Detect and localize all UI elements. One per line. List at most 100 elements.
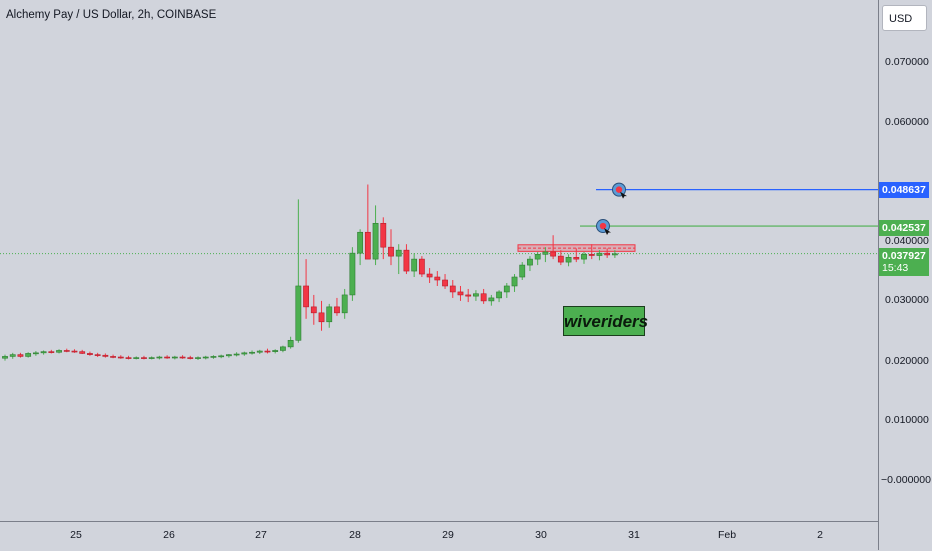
candle-body	[611, 253, 618, 256]
chart-title: Alchemy Pay / US Dollar, 2h, COINBASE	[6, 9, 217, 21]
candle-body	[418, 258, 425, 275]
current-price-value: 0.037927	[882, 250, 926, 262]
candle-body	[148, 357, 155, 359]
candle-body	[449, 285, 456, 293]
candle-body	[256, 350, 263, 353]
candle-body	[48, 351, 55, 353]
candle-body	[125, 357, 132, 359]
candle-body	[488, 297, 495, 302]
candle-body	[573, 257, 580, 260]
candle-body	[395, 249, 402, 257]
candle-body	[225, 354, 232, 357]
price-tick: 0.020000	[885, 355, 929, 367]
candle-body	[334, 306, 340, 314]
candle-body	[303, 285, 309, 308]
blue-level-price-tag: 0.048637	[879, 182, 929, 198]
candle-body	[156, 356, 163, 359]
cursor-arrow-icon	[620, 191, 627, 199]
level-marker-dot	[599, 222, 607, 230]
candle-body	[179, 356, 186, 359]
candle-body	[280, 346, 286, 351]
candle-body	[63, 350, 70, 352]
candle-body	[457, 291, 464, 296]
candle-body	[241, 352, 248, 355]
candle-body	[442, 279, 448, 287]
candle-body	[326, 306, 333, 323]
candle-body	[32, 352, 39, 355]
candle-body	[71, 350, 78, 353]
candle-body	[480, 293, 487, 302]
watermark-label: wiveriders	[563, 306, 648, 336]
price-tick: 0.060000	[885, 116, 929, 128]
level-marker-dot	[615, 186, 623, 193]
candle-body	[202, 356, 209, 359]
candle-body	[364, 231, 371, 260]
candle-body	[519, 264, 526, 278]
candle-body	[272, 350, 279, 352]
time-label: 26	[163, 529, 175, 541]
time-label: 30	[535, 529, 547, 541]
candle-body	[388, 246, 394, 257]
candle-body	[550, 251, 557, 257]
currency-button[interactable]: USD	[882, 5, 927, 31]
candle-body	[117, 356, 124, 359]
candle-body	[596, 252, 603, 256]
candle-body	[349, 252, 356, 296]
candle-body	[295, 285, 302, 341]
candle-body	[133, 357, 140, 359]
candle-body	[503, 285, 510, 293]
candle-body	[25, 353, 32, 357]
candle-body	[527, 258, 533, 266]
price-tick: 0.070000	[885, 56, 929, 68]
candle-body	[2, 356, 8, 359]
candle-body	[218, 355, 225, 358]
candle-body	[588, 254, 595, 256]
time-label: 25	[70, 529, 82, 541]
time-label: 28	[349, 529, 361, 541]
candle-body	[187, 357, 194, 359]
candle-body	[56, 350, 62, 353]
candle-body	[557, 255, 564, 263]
time-label: 27	[255, 529, 267, 541]
candle-body	[171, 356, 178, 359]
candle-body	[511, 276, 518, 287]
candle-body	[357, 231, 364, 254]
price-tick: −0.000000	[881, 474, 931, 486]
time-label: Feb	[717, 529, 737, 541]
chart-pane[interactable]: Alchemy Pay / US Dollar, 2h, COINBASE wi…	[0, 0, 878, 521]
time-label: 29	[442, 529, 454, 541]
candle-body	[581, 254, 587, 260]
candle-body	[403, 249, 410, 272]
candle-body	[102, 354, 109, 357]
candle-body	[465, 294, 472, 297]
candle-body	[17, 354, 24, 357]
current-price-tag: 0.037927 15:43	[879, 248, 929, 276]
candle-body	[110, 356, 116, 358]
green-level-price-tag: 0.042537	[879, 220, 929, 236]
candle-body	[249, 351, 255, 354]
candle-body	[79, 351, 86, 354]
candle-body	[310, 306, 317, 314]
candle-body	[40, 351, 47, 354]
axis-corner	[878, 521, 932, 550]
candle-body	[210, 356, 217, 358]
bar-countdown: 15:43	[882, 262, 909, 274]
candle-body	[87, 353, 93, 355]
candle-body	[94, 354, 101, 356]
candle-body	[287, 340, 294, 348]
candle-body	[264, 350, 271, 353]
price-tick: 0.010000	[885, 414, 929, 426]
candle-body	[341, 294, 348, 314]
cursor-arrow-icon	[604, 228, 611, 236]
candle-body	[141, 357, 147, 359]
time-axis[interactable]	[0, 521, 878, 551]
candle-body	[9, 354, 16, 357]
candle-body	[318, 312, 325, 323]
price-tick: 0.030000	[885, 294, 929, 306]
candle-body	[233, 353, 240, 356]
candle-body	[380, 222, 387, 248]
candlestick-chart[interactable]	[0, 0, 878, 521]
candle-body	[411, 258, 418, 272]
candle-body	[496, 291, 502, 299]
candle-body	[426, 273, 433, 278]
